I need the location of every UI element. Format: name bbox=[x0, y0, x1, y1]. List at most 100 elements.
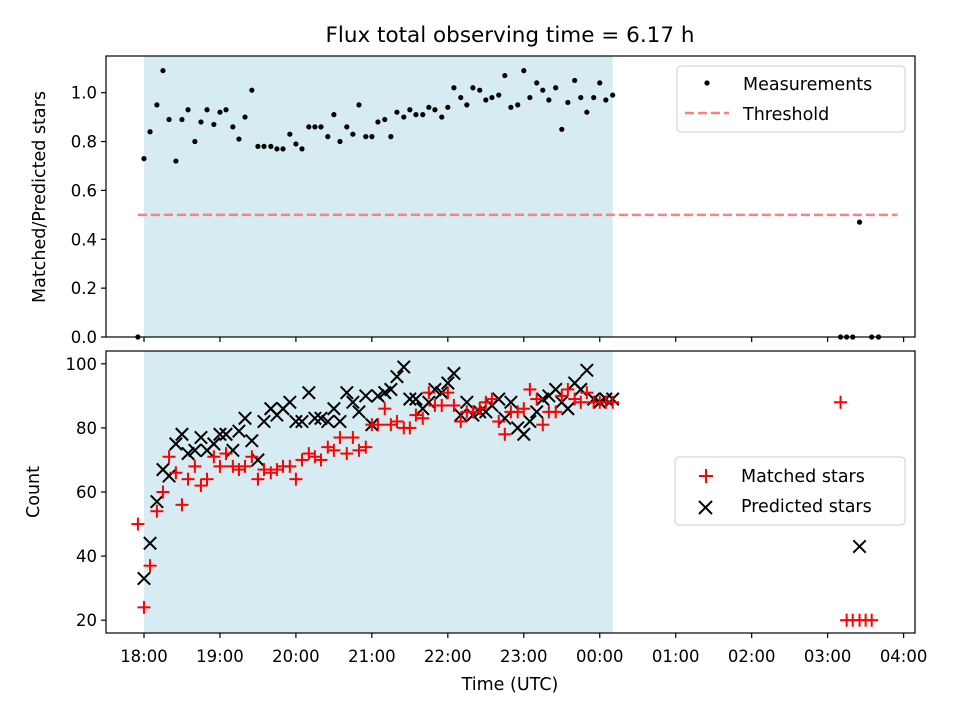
bottom-xtick-label: 18:00 bbox=[120, 647, 168, 666]
matched-star-point bbox=[333, 431, 347, 445]
predicted-star-point bbox=[390, 369, 404, 384]
predicted-star-point bbox=[314, 411, 328, 426]
matched-star-point bbox=[251, 472, 265, 486]
measurement-point bbox=[306, 124, 312, 130]
measurement-point bbox=[185, 107, 191, 113]
bottom-xtick-label: 20:00 bbox=[272, 647, 320, 666]
matched-star-point bbox=[283, 459, 297, 473]
matched-star-point bbox=[384, 418, 398, 432]
measurement-point bbox=[521, 68, 527, 74]
predicted-star-point bbox=[339, 385, 354, 400]
matched-star-point bbox=[574, 395, 588, 409]
bottom-xtick-label: 03:00 bbox=[804, 647, 852, 666]
predicted-star-point bbox=[326, 401, 341, 416]
measurement-point bbox=[489, 94, 495, 101]
measurement-point bbox=[331, 112, 337, 118]
bottom-ytick-label: 80 bbox=[76, 419, 97, 438]
measurement-point bbox=[458, 94, 464, 101]
predicted-star-point bbox=[213, 427, 227, 442]
count-panel: 20 40 60 80 100 18:00 19:00 20:00 21:00 22:00 23:0… bbox=[24, 350, 927, 695]
ratio-panel: 0.0 0.2 0.4 0.6 0.8 1.0 Matched/Predicted sta… bbox=[30, 55, 916, 347]
predicted-star-point bbox=[149, 494, 164, 509]
matched-star-point bbox=[473, 402, 487, 416]
matched-star-point bbox=[295, 453, 309, 467]
measurement-point bbox=[502, 72, 508, 79]
measurement-point bbox=[451, 85, 457, 91]
measurement-point bbox=[584, 109, 590, 115]
predicted-star-point bbox=[402, 392, 417, 406]
predicted-star-point bbox=[257, 414, 271, 429]
measurement-point bbox=[337, 138, 343, 145]
matched-star-point bbox=[523, 382, 537, 396]
measurement-point bbox=[375, 119, 381, 125]
measurement-point bbox=[230, 124, 236, 130]
measurement-point bbox=[255, 143, 261, 150]
measurement-point bbox=[160, 68, 166, 74]
predicted-star-point bbox=[345, 395, 360, 410]
measurement-point bbox=[534, 80, 540, 86]
predicted-star-point bbox=[358, 388, 373, 403]
matched-star-point bbox=[834, 395, 848, 409]
matched-star-point bbox=[422, 386, 436, 400]
legend-matched-label: Matched stars bbox=[741, 467, 865, 487]
predicted-star-point bbox=[352, 404, 366, 419]
measurement-point bbox=[401, 114, 407, 120]
matched-star-point bbox=[270, 463, 284, 477]
matched-star-point bbox=[454, 415, 468, 428]
measurement-point bbox=[610, 92, 616, 98]
predicted-star-point bbox=[852, 539, 867, 554]
predicted-star-point bbox=[307, 411, 322, 426]
matched-star-point bbox=[865, 613, 879, 627]
matched-star-point bbox=[409, 408, 423, 422]
predicted-star-point bbox=[383, 382, 398, 397]
measurement-point bbox=[204, 107, 210, 113]
measurement-point bbox=[211, 121, 217, 128]
measurement-point bbox=[527, 94, 533, 101]
measurement-point bbox=[242, 114, 248, 120]
matched-star-point bbox=[264, 466, 278, 480]
predicted-star-point bbox=[194, 430, 208, 445]
measurement-point bbox=[477, 87, 483, 93]
measurement-point bbox=[388, 134, 394, 140]
measurement-point bbox=[413, 112, 419, 118]
measurement-point bbox=[496, 92, 502, 98]
measurement-point bbox=[439, 114, 445, 120]
matched-star-point bbox=[555, 389, 569, 403]
legend-measurements-marker bbox=[704, 80, 710, 86]
measurement-point bbox=[268, 143, 274, 150]
top-ytick-label: 1.0 bbox=[71, 84, 97, 103]
measurement-point bbox=[572, 77, 578, 84]
matched-star-point bbox=[378, 402, 392, 416]
matched-star-point bbox=[327, 443, 341, 457]
predicted-star-point bbox=[560, 401, 575, 416]
top-ytick-label: 0.4 bbox=[71, 230, 97, 249]
measurement-point bbox=[147, 129, 153, 135]
bottom-ytick-label: 40 bbox=[76, 547, 97, 566]
matched-star-point bbox=[606, 395, 620, 409]
predicted-star-point bbox=[137, 571, 151, 586]
measurement-point bbox=[293, 141, 299, 147]
matched-star-point bbox=[188, 459, 202, 473]
measurement-point bbox=[223, 107, 229, 113]
measurement-point bbox=[261, 143, 267, 150]
measurement-point bbox=[565, 99, 571, 106]
legend-threshold-label: Threshold bbox=[742, 105, 829, 125]
measurement-point bbox=[192, 138, 198, 145]
matched-star-point bbox=[169, 466, 183, 480]
measurement-point bbox=[856, 219, 863, 225]
measurement-point bbox=[553, 85, 559, 91]
bottom-xtick-label: 23:00 bbox=[500, 647, 548, 666]
predicted-star-point bbox=[409, 392, 423, 406]
measurement-point bbox=[173, 158, 179, 164]
matched-star-point bbox=[549, 405, 563, 419]
measurement-point bbox=[344, 124, 350, 130]
legend-measurements-label: Measurements bbox=[743, 75, 872, 95]
matched-star-point bbox=[359, 440, 373, 454]
matched-star-point bbox=[466, 405, 480, 419]
measurement-point bbox=[249, 87, 255, 93]
predicted-star-point bbox=[244, 433, 259, 448]
matched-star-point bbox=[479, 395, 493, 409]
matched-star-point bbox=[156, 485, 170, 499]
bottom-ytick-label: 100 bbox=[66, 355, 98, 374]
